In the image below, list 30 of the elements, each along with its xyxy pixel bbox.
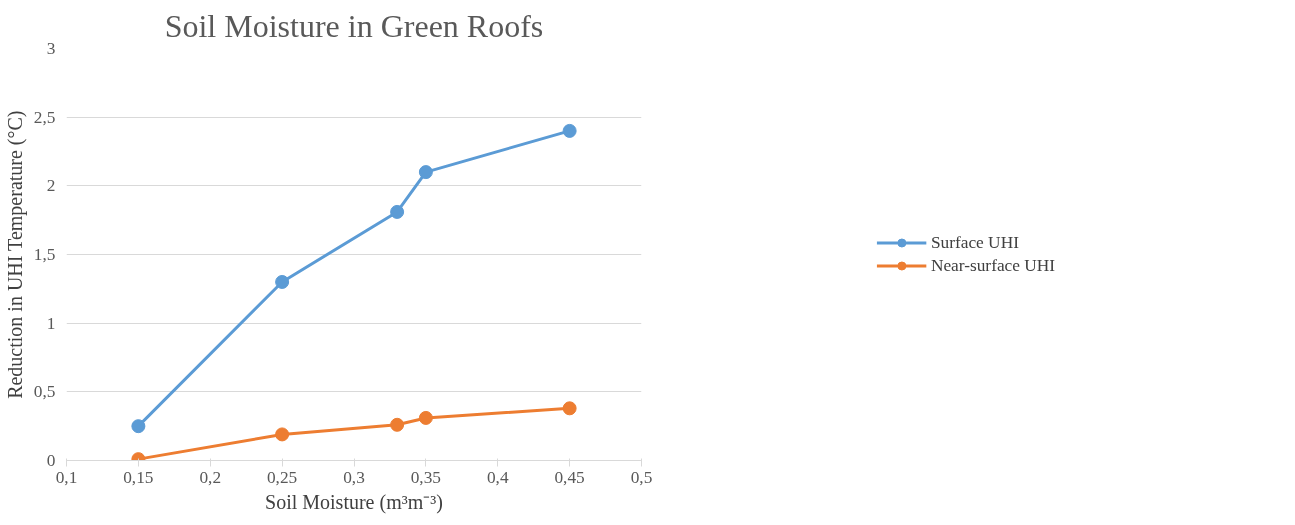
point	[562, 123, 577, 138]
x-tick-label: 0,35	[410, 467, 442, 487]
x-tick-label: 0,25	[266, 467, 298, 487]
point	[390, 204, 405, 219]
point	[418, 410, 433, 425]
y-tick-label: 2	[46, 176, 56, 196]
y-axis-title: Reduction in UHI Temperature (°C)	[3, 110, 27, 399]
x-tick-label: 0,5	[630, 467, 653, 487]
y-tick-label: 0,5	[33, 382, 56, 402]
y-tick-label: 3	[46, 39, 56, 58]
point	[390, 417, 405, 432]
x-tick-label: 0,15	[123, 467, 154, 487]
x-tick-label: 0,1	[55, 467, 78, 487]
y-tick-label: 1,5	[33, 245, 56, 264]
point	[275, 274, 290, 289]
chart-title: Soil Moisture in Green Roofs	[164, 7, 544, 44]
legend-label: Surface UHI	[930, 232, 1019, 253]
x-tick-label: 0,4	[486, 467, 509, 487]
legend-label: Near-surface UHI	[930, 255, 1056, 276]
y-tick-label: 1	[46, 313, 56, 333]
x-tick-label: 0,2	[199, 467, 222, 487]
x-tick-label: 0,45	[554, 467, 585, 487]
y-tick-label: 0	[46, 451, 56, 470]
point	[275, 427, 290, 442]
x-axis-title: Soil Moisture (m³m⁻³)	[265, 490, 443, 514]
point	[131, 419, 146, 434]
point	[418, 165, 433, 180]
y-tick-label: 2,5	[33, 107, 56, 127]
x-tick-label: 0,3	[343, 467, 365, 487]
point	[562, 401, 577, 416]
